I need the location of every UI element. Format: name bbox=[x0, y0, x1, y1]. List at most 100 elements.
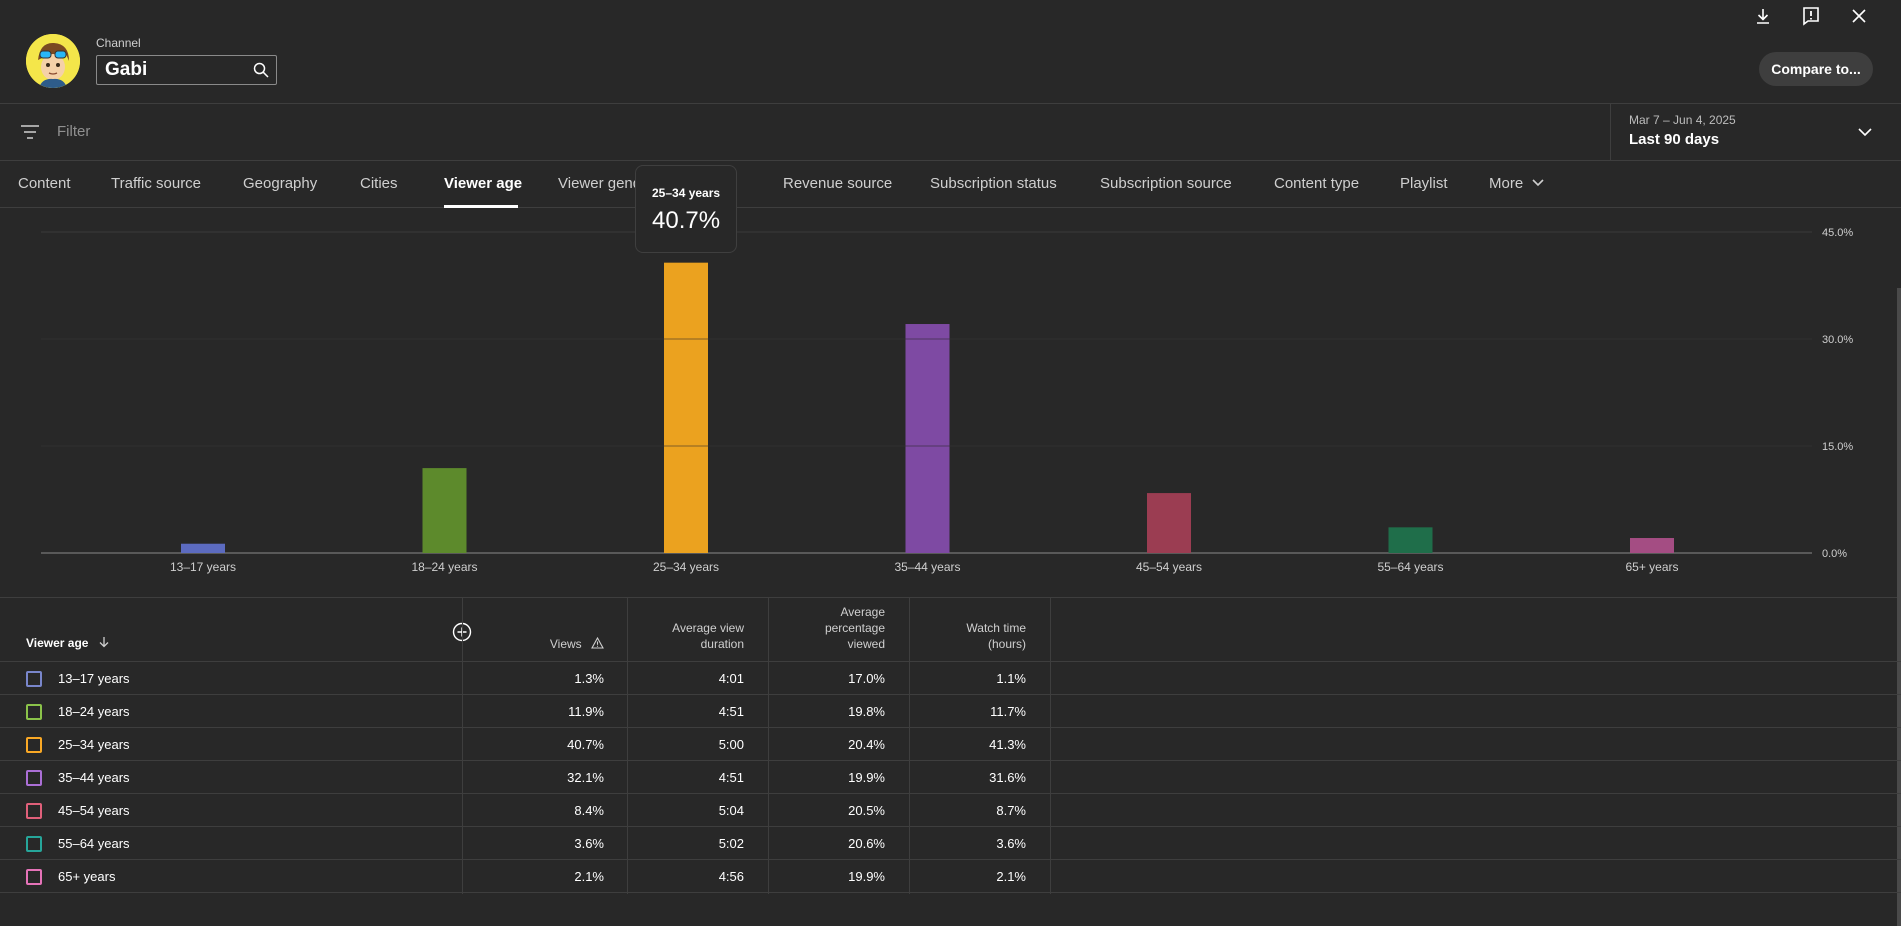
x-tick-label: 35–44 years bbox=[894, 560, 960, 574]
tab-viewer-gender[interactable]: Viewer gender bbox=[558, 175, 655, 192]
duration-cell: 5:04 bbox=[718, 803, 744, 818]
series-checkbox[interactable] bbox=[26, 671, 42, 687]
duration-cell: 4:51 bbox=[718, 770, 744, 785]
table-row: 13–17 years 1.3% 4:01 17.0% 1.1% bbox=[0, 662, 1901, 695]
duration-cell: 4:51 bbox=[718, 704, 744, 719]
x-tick-label: 25–34 years bbox=[653, 560, 719, 574]
watch-time-cell: 31.6% bbox=[989, 770, 1026, 785]
x-tick-label: 13–17 years bbox=[170, 560, 236, 574]
table-row: 45–54 years 8.4% 5:04 20.5% 8.7% bbox=[0, 794, 1901, 827]
x-tick-label: 65+ years bbox=[1625, 560, 1678, 574]
views-cell: 32.1% bbox=[567, 770, 604, 785]
bar bbox=[422, 468, 467, 553]
search-icon[interactable] bbox=[246, 62, 276, 78]
series-checkbox[interactable] bbox=[26, 737, 42, 753]
bar bbox=[905, 324, 950, 553]
column-divider bbox=[627, 598, 628, 894]
avg-duration-header[interactable]: Average view duration bbox=[672, 620, 744, 652]
percentage-cell: 20.6% bbox=[848, 836, 885, 851]
channel-name: Gabi bbox=[105, 59, 148, 80]
watch-time-cell: 3.6% bbox=[996, 836, 1026, 851]
tab-subscription-source[interactable]: Subscription source bbox=[1100, 175, 1232, 192]
percentage-cell: 19.8% bbox=[848, 704, 885, 719]
series-checkbox[interactable] bbox=[26, 836, 42, 852]
download-icon[interactable] bbox=[1751, 4, 1775, 28]
tab-subscription-status[interactable]: Subscription status bbox=[930, 175, 1057, 192]
tab-content[interactable]: Content bbox=[18, 175, 71, 192]
avg-percentage-header-line-3: viewed bbox=[847, 637, 885, 651]
series-checkbox[interactable] bbox=[26, 770, 42, 786]
avg-percentage-header[interactable]: Average percentage viewed bbox=[825, 604, 885, 652]
bar bbox=[664, 262, 708, 553]
views-cell: 2.1% bbox=[574, 869, 604, 884]
close-icon[interactable] bbox=[1847, 4, 1871, 28]
tab-more-label: More bbox=[1489, 175, 1524, 192]
tab-geography[interactable]: Geography bbox=[243, 175, 318, 192]
tab-playlist[interactable]: Playlist bbox=[1400, 175, 1448, 192]
y-tick-label: 15.0% bbox=[1822, 441, 1853, 453]
viewer-age-header[interactable]: Viewer age bbox=[26, 636, 110, 650]
channel-selector[interactable]: Gabi bbox=[96, 55, 277, 85]
views-cell: 1.3% bbox=[574, 671, 604, 686]
tab-cities[interactable]: Cities bbox=[360, 175, 398, 192]
y-tick-label: 45.0% bbox=[1822, 227, 1853, 239]
tab-content-type[interactable]: Content type bbox=[1274, 175, 1360, 192]
column-divider bbox=[462, 598, 463, 894]
bar bbox=[1388, 527, 1433, 553]
series-checkbox[interactable] bbox=[26, 704, 42, 720]
tooltip-value: 40.7% bbox=[652, 207, 721, 234]
avg-duration-header-line-2: duration bbox=[700, 637, 744, 651]
tab-revenue-source[interactable]: Revenue source bbox=[783, 175, 893, 192]
filter-input[interactable]: Filter bbox=[57, 123, 91, 140]
views-cell: 40.7% bbox=[567, 737, 604, 752]
column-divider bbox=[768, 598, 769, 894]
row-label: 45–54 years bbox=[58, 803, 130, 818]
filter-icon[interactable] bbox=[20, 124, 40, 145]
date-range-selector[interactable]: Mar 7 – Jun 4, 2025 Last 90 days bbox=[1610, 104, 1901, 161]
viewer-age-table: Viewer age Views Average view duration A… bbox=[0, 598, 1901, 893]
compare-button[interactable]: Compare to... bbox=[1759, 52, 1873, 86]
header: Channel Gabi Compare to... bbox=[0, 0, 1901, 104]
row-label: 18–24 years bbox=[58, 704, 130, 719]
x-tick-label: 55–64 years bbox=[1377, 560, 1443, 574]
duration-cell: 5:02 bbox=[718, 836, 744, 851]
tab-viewer-age[interactable]: Viewer age bbox=[444, 175, 523, 192]
table-row: 35–44 years 32.1% 4:51 19.9% 31.6% bbox=[0, 761, 1901, 794]
row-label: 25–34 years bbox=[58, 737, 130, 752]
percentage-cell: 19.9% bbox=[848, 770, 885, 785]
duration-cell: 4:01 bbox=[718, 671, 744, 686]
watch-time-cell: 11.7% bbox=[990, 704, 1026, 719]
chevron-down-icon bbox=[1532, 179, 1544, 187]
tab-bar: Content Traffic source Geography Cities … bbox=[0, 162, 1901, 208]
viewer-age-chart: 45.0% 30.0% 15.0% 0.0% 13–17 years 18–24 year… bbox=[0, 208, 1901, 598]
table-row: 65+ years 2.1% 4:56 19.9% 2.1% bbox=[0, 860, 1901, 893]
watch-time-cell: 1.1% bbox=[996, 671, 1026, 686]
views-header[interactable]: Views bbox=[550, 636, 604, 652]
date-range-label: Last 90 days bbox=[1629, 131, 1720, 148]
table-body: 13–17 years 1.3% 4:01 17.0% 1.1% 18–24 years 1… bbox=[0, 662, 1901, 893]
window-controls bbox=[1751, 4, 1871, 28]
scrollbar[interactable] bbox=[1897, 288, 1901, 926]
avg-percentage-header-line-2: percentage bbox=[824, 621, 885, 635]
bar-chart: 45.0% 30.0% 15.0% 0.0% 13–17 years 18–24 year… bbox=[41, 227, 1853, 574]
chevron-down-icon bbox=[1857, 124, 1873, 145]
avg-percentage-header-line-1: Average bbox=[840, 605, 885, 619]
table-row: 18–24 years 11.9% 4:51 19.8% 11.7% bbox=[0, 695, 1901, 728]
views-header-label: Views bbox=[549, 637, 582, 651]
percentage-cell: 17.0% bbox=[848, 671, 885, 686]
watch-time-cell: 8.7% bbox=[996, 803, 1026, 818]
x-tick-label: 18–24 years bbox=[411, 560, 477, 574]
sort-arrow-down-icon bbox=[99, 637, 109, 648]
percentage-cell: 19.9% bbox=[848, 869, 885, 884]
row-label: 13–17 years bbox=[58, 671, 130, 686]
bar bbox=[1630, 538, 1674, 553]
feedback-icon[interactable] bbox=[1799, 4, 1823, 28]
percentage-cell: 20.4% bbox=[848, 737, 885, 752]
tab-traffic-source[interactable]: Traffic source bbox=[111, 175, 202, 192]
watch-time-header[interactable]: Watch time (hours) bbox=[966, 620, 1026, 652]
tab-more[interactable]: More bbox=[1489, 175, 1545, 192]
series-checkbox[interactable] bbox=[26, 869, 42, 885]
percentage-cell: 20.5% bbox=[848, 803, 885, 818]
channel-label: Channel bbox=[96, 36, 141, 50]
series-checkbox[interactable] bbox=[26, 803, 42, 819]
